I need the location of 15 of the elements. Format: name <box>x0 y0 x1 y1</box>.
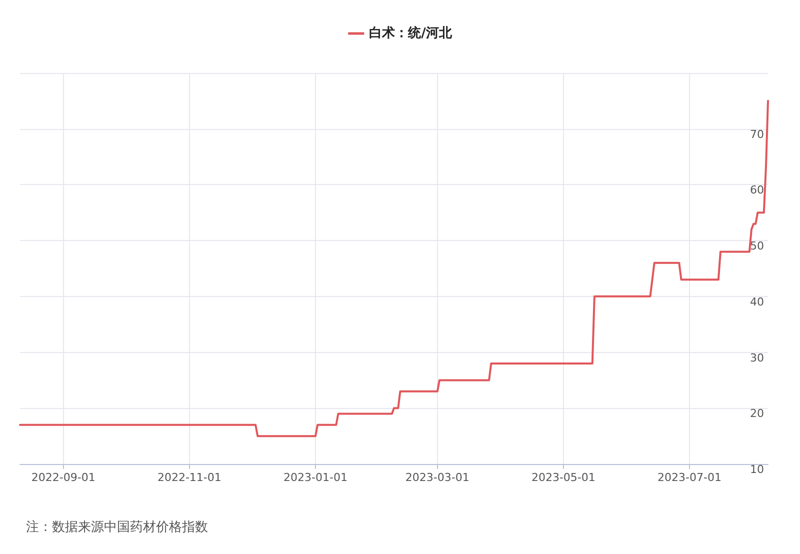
text: 注：数据来源中国药材价格指数 <box>26 520 208 535</box>
y-tick-label: 30 <box>750 351 764 364</box>
legend-label: 白术：统/河北 <box>369 25 453 41</box>
x-tick-label: 2023-01-01 <box>284 471 348 484</box>
x-tick-label: 2023-03-01 <box>405 471 470 484</box>
y-tick-label: 20 <box>750 407 764 420</box>
y-tick-label: 70 <box>750 128 764 141</box>
y-tick-label: 60 <box>750 184 764 197</box>
x-tick-label: 2022-09-01 <box>31 471 96 484</box>
x-tick-label: 2023-05-01 <box>531 471 596 484</box>
y-tick-label: 10 <box>750 463 764 476</box>
x-tick-label: 2023-07-01 <box>658 471 722 484</box>
x-tick-label: 2022-11-01 <box>157 471 222 484</box>
y-tick-label: 50 <box>750 240 764 253</box>
y-tick-label: 40 <box>750 295 764 308</box>
